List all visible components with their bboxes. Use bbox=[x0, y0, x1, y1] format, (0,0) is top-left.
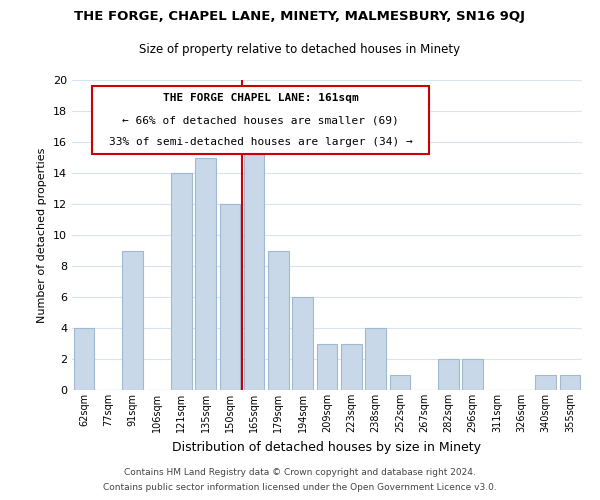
Bar bbox=[268, 250, 289, 390]
Text: Contains public sector information licensed under the Open Government Licence v3: Contains public sector information licen… bbox=[103, 483, 497, 492]
Bar bbox=[341, 344, 362, 390]
FancyBboxPatch shape bbox=[92, 86, 429, 154]
Bar bbox=[389, 374, 410, 390]
Bar bbox=[292, 297, 313, 390]
Bar bbox=[171, 173, 191, 390]
Bar bbox=[244, 142, 265, 390]
Bar bbox=[438, 359, 459, 390]
Bar bbox=[560, 374, 580, 390]
Bar bbox=[122, 250, 143, 390]
Bar bbox=[74, 328, 94, 390]
Y-axis label: Number of detached properties: Number of detached properties bbox=[37, 148, 47, 322]
X-axis label: Distribution of detached houses by size in Minety: Distribution of detached houses by size … bbox=[173, 440, 482, 454]
Text: 33% of semi-detached houses are larger (34) →: 33% of semi-detached houses are larger (… bbox=[109, 137, 413, 147]
Text: ← 66% of detached houses are smaller (69): ← 66% of detached houses are smaller (69… bbox=[122, 116, 399, 126]
Bar bbox=[220, 204, 240, 390]
Text: THE FORGE CHAPEL LANE: 161sqm: THE FORGE CHAPEL LANE: 161sqm bbox=[163, 94, 359, 104]
Text: THE FORGE, CHAPEL LANE, MINETY, MALMESBURY, SN16 9QJ: THE FORGE, CHAPEL LANE, MINETY, MALMESBU… bbox=[74, 10, 526, 23]
Bar bbox=[195, 158, 216, 390]
Text: Contains HM Land Registry data © Crown copyright and database right 2024.: Contains HM Land Registry data © Crown c… bbox=[124, 468, 476, 477]
Bar bbox=[365, 328, 386, 390]
Bar bbox=[535, 374, 556, 390]
Text: Size of property relative to detached houses in Minety: Size of property relative to detached ho… bbox=[139, 42, 461, 56]
Bar bbox=[463, 359, 483, 390]
Bar bbox=[317, 344, 337, 390]
